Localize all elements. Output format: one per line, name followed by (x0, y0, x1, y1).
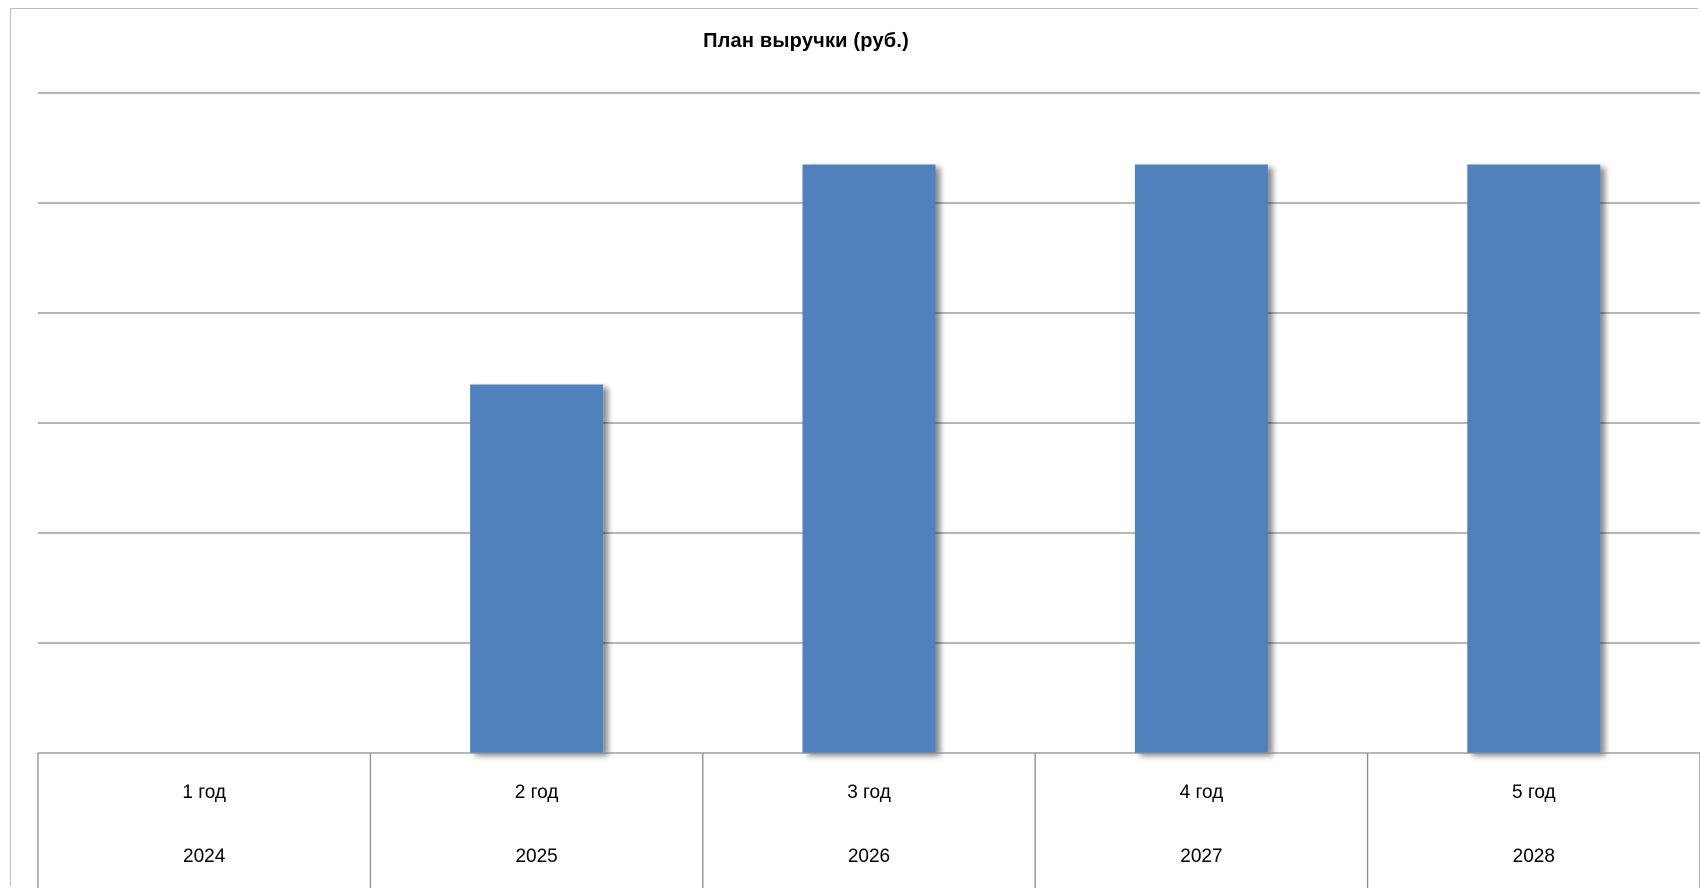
category-year-label: 2024 (183, 846, 226, 867)
chart-title: План выручки (руб.) (703, 30, 909, 52)
category-label: 2 год (515, 782, 559, 803)
category-label: 1 год (182, 782, 226, 803)
category-year-label: 2025 (515, 846, 557, 867)
category-label: 3 год (847, 782, 891, 803)
bar (470, 384, 604, 753)
bar (802, 164, 936, 753)
category-label: 5 год (1512, 782, 1556, 803)
bar (1467, 164, 1601, 753)
category-year-label: 2026 (848, 846, 890, 867)
bar (1134, 164, 1268, 753)
category-year-label: 2028 (1513, 846, 1555, 867)
category-label: 4 год (1180, 782, 1224, 803)
category-year-label: 2027 (1180, 846, 1222, 867)
